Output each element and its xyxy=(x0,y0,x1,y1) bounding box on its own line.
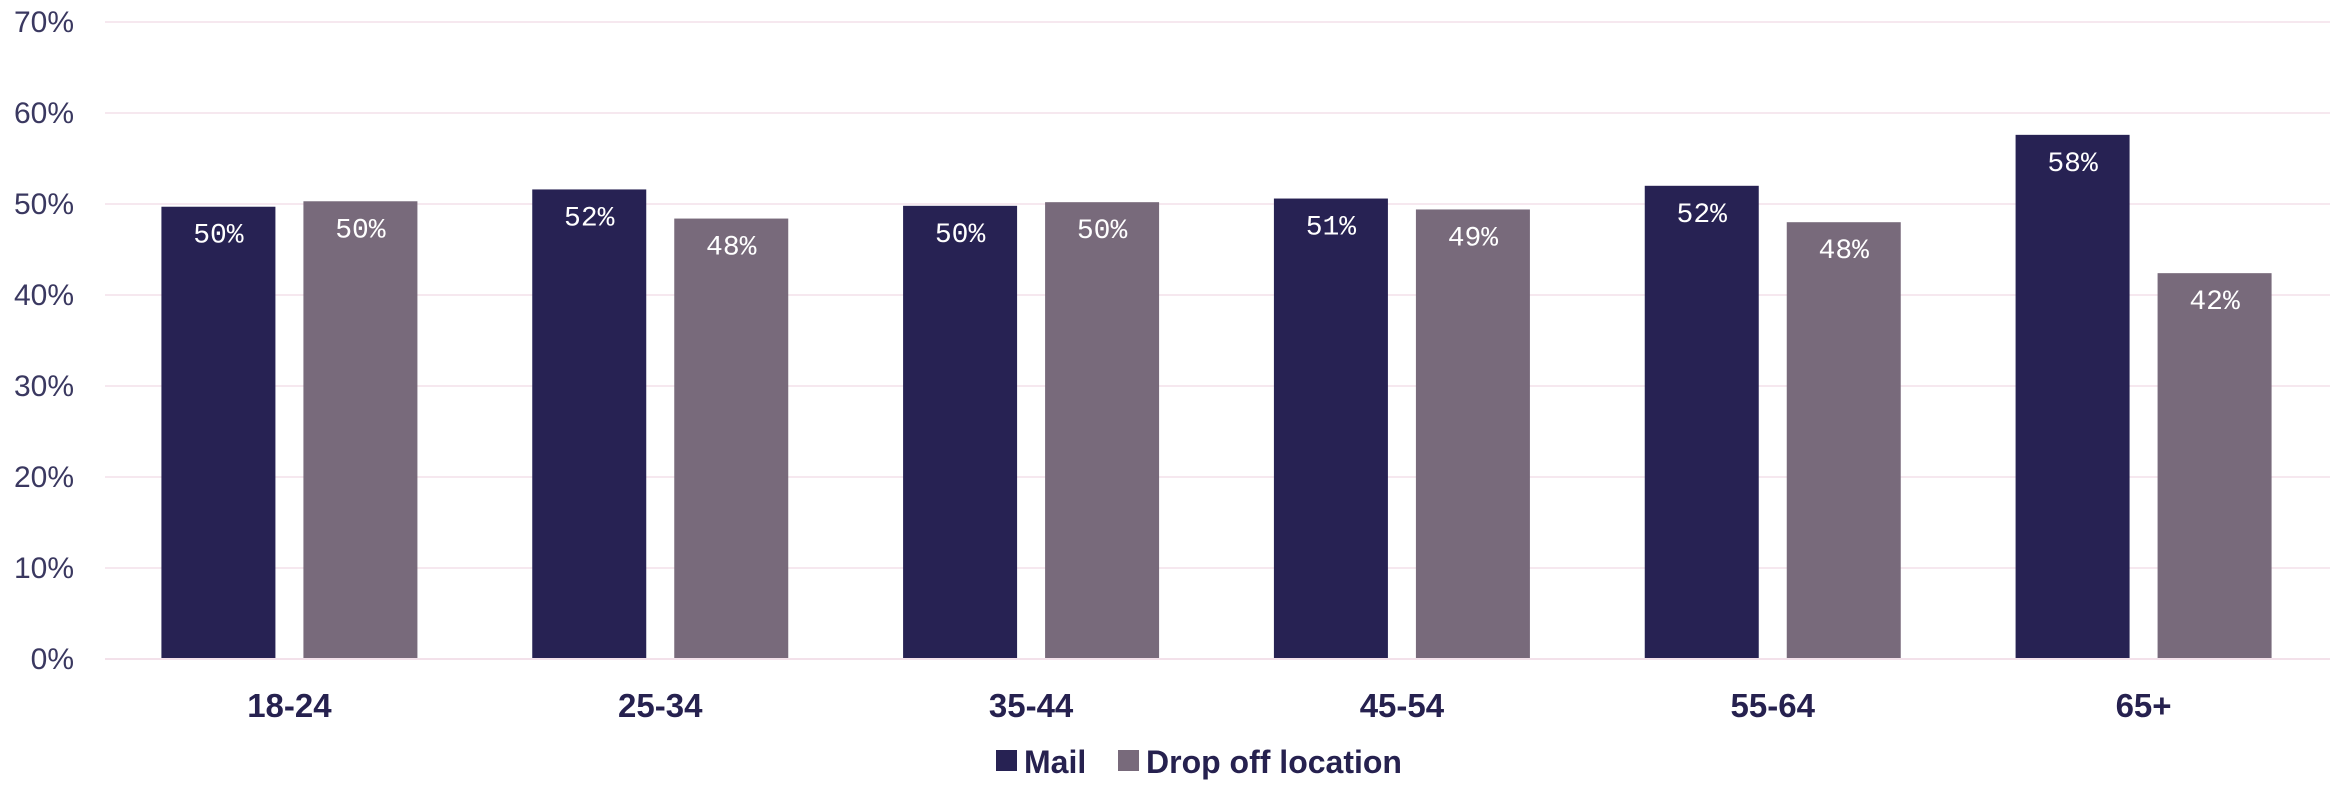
x-tick-label: 45-54 xyxy=(1360,687,1445,724)
data-label: 52% xyxy=(1677,200,1728,231)
legend: Mail Drop off location xyxy=(996,744,1402,780)
x-axis: 18-24 25-34 35-44 45-54 55-64 65+ xyxy=(105,658,2330,724)
bar-drop-off-location xyxy=(2157,273,2272,659)
y-tick-label: 20% xyxy=(14,461,74,494)
y-tick-label: 70% xyxy=(14,6,74,39)
legend-swatch xyxy=(996,750,1017,771)
x-tick-label: 55-64 xyxy=(1731,687,1816,724)
bar-mail xyxy=(2015,134,2130,660)
y-tick-label: 30% xyxy=(14,370,74,403)
data-label: 48% xyxy=(706,233,757,264)
data-label: 51% xyxy=(1306,213,1357,244)
bar-mail xyxy=(532,189,647,659)
bar-mail xyxy=(903,205,1018,659)
bar-drop-off-location xyxy=(674,218,789,659)
data-label: 50% xyxy=(935,220,986,251)
data-label: 50% xyxy=(1077,216,1128,247)
data-label: 48% xyxy=(1819,236,1870,267)
x-tick-label: 35-44 xyxy=(989,687,1074,724)
data-label: 50% xyxy=(335,215,386,246)
bar-drop-off-location xyxy=(1415,209,1530,659)
x-tick-label: 65+ xyxy=(2116,687,2172,724)
data-label: 58% xyxy=(2047,149,2098,180)
bar-mail xyxy=(1273,198,1388,660)
bars: 50% 50% 52% 48% 50% 50% 51% 49% 52% 48% 58% 42% xyxy=(161,134,2272,660)
x-tick-label: 25-34 xyxy=(618,687,703,724)
data-label: 52% xyxy=(564,203,615,234)
bar-drop-off-location xyxy=(1045,202,1160,659)
y-tick-label: 60% xyxy=(14,97,74,130)
bar-mail xyxy=(161,206,276,660)
y-axis: 0% 10% 20% 30% 40% 50% 60% 70% xyxy=(14,6,74,676)
y-tick-label: 10% xyxy=(14,552,74,585)
legend-label: Drop off location xyxy=(1146,744,1402,780)
y-tick-label: 50% xyxy=(14,188,74,221)
data-label: 49% xyxy=(1448,223,1499,254)
legend-label: Mail xyxy=(1024,744,1086,780)
bar-drop-off-location xyxy=(303,201,418,659)
bar-drop-off-location xyxy=(1786,222,1901,659)
data-label: 42% xyxy=(2189,287,2240,318)
bar-mail xyxy=(1644,185,1759,660)
y-tick-label: 0% xyxy=(31,643,74,676)
gridlines xyxy=(105,21,2330,660)
data-label: 50% xyxy=(193,221,244,252)
y-tick-label: 40% xyxy=(14,279,74,312)
x-tick-label: 18-24 xyxy=(247,687,332,724)
legend-swatch xyxy=(1118,750,1139,771)
